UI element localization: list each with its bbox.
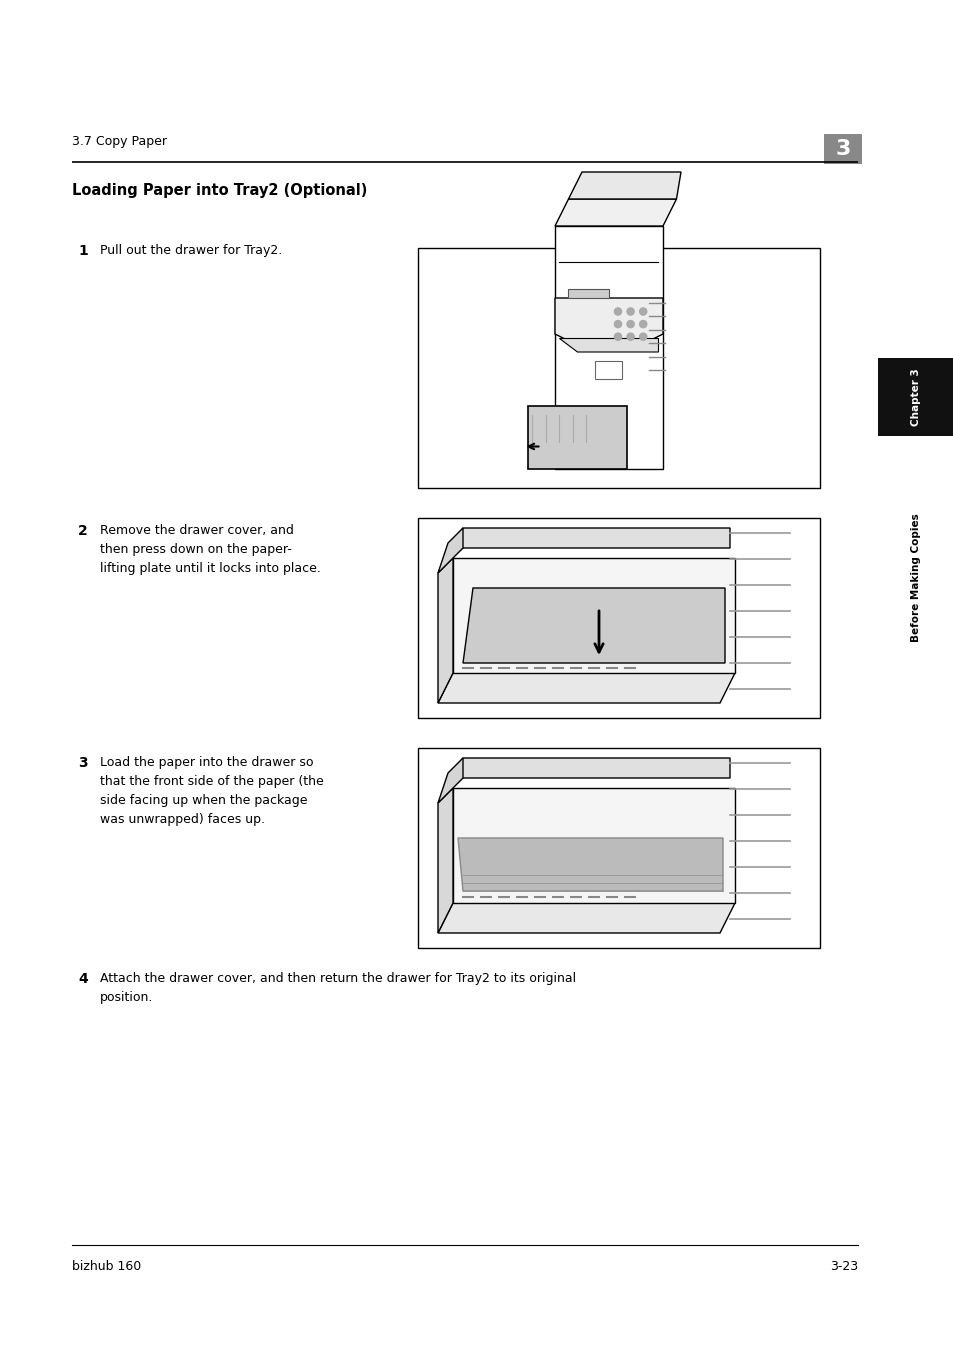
Polygon shape	[437, 758, 462, 802]
Polygon shape	[595, 361, 622, 380]
Polygon shape	[437, 788, 453, 934]
Text: 2: 2	[78, 524, 88, 538]
Bar	[877, 358, 953, 436]
Text: 3.7 Copy Paper: 3.7 Copy Paper	[71, 135, 167, 149]
Circle shape	[626, 320, 634, 328]
Polygon shape	[453, 558, 734, 673]
Polygon shape	[437, 673, 734, 703]
Bar	[417, 748, 820, 948]
Polygon shape	[448, 758, 729, 778]
Text: Attach the drawer cover, and then return the drawer for Tray2 to its original
po: Attach the drawer cover, and then return…	[100, 971, 576, 1004]
Polygon shape	[555, 199, 676, 226]
Text: 3-23: 3-23	[829, 1260, 857, 1273]
Polygon shape	[558, 339, 658, 353]
Circle shape	[626, 334, 634, 340]
Text: Pull out the drawer for Tray2.: Pull out the drawer for Tray2.	[100, 245, 282, 257]
Text: 4: 4	[78, 971, 88, 986]
Circle shape	[614, 334, 621, 340]
Polygon shape	[555, 299, 662, 347]
Text: Loading Paper into Tray2 (Optional): Loading Paper into Tray2 (Optional)	[71, 182, 367, 199]
Bar	[823, 134, 862, 163]
Circle shape	[639, 334, 646, 340]
Bar	[417, 517, 820, 717]
Text: bizhub 160: bizhub 160	[71, 1260, 141, 1273]
Polygon shape	[555, 226, 662, 469]
Circle shape	[614, 320, 621, 328]
Polygon shape	[457, 838, 722, 892]
Polygon shape	[568, 172, 680, 199]
Circle shape	[639, 308, 646, 315]
Polygon shape	[462, 588, 724, 663]
Circle shape	[639, 320, 646, 328]
Circle shape	[614, 308, 621, 315]
Polygon shape	[527, 407, 626, 469]
Text: 1: 1	[78, 245, 88, 258]
Polygon shape	[437, 902, 734, 934]
Bar	[417, 249, 820, 488]
Text: 3: 3	[78, 757, 88, 770]
Circle shape	[626, 308, 634, 315]
Text: Before Making Copies: Before Making Copies	[910, 513, 920, 642]
Text: Chapter 3: Chapter 3	[910, 367, 920, 426]
Polygon shape	[453, 788, 734, 902]
Text: Load the paper into the drawer so
that the front side of the paper (the
side fac: Load the paper into the drawer so that t…	[100, 757, 323, 825]
Polygon shape	[568, 289, 608, 299]
Polygon shape	[437, 528, 462, 573]
Text: Remove the drawer cover, and
then press down on the paper-
lifting plate until i: Remove the drawer cover, and then press …	[100, 524, 320, 576]
Text: 3: 3	[835, 139, 850, 159]
Polygon shape	[437, 558, 453, 703]
Polygon shape	[448, 528, 729, 549]
